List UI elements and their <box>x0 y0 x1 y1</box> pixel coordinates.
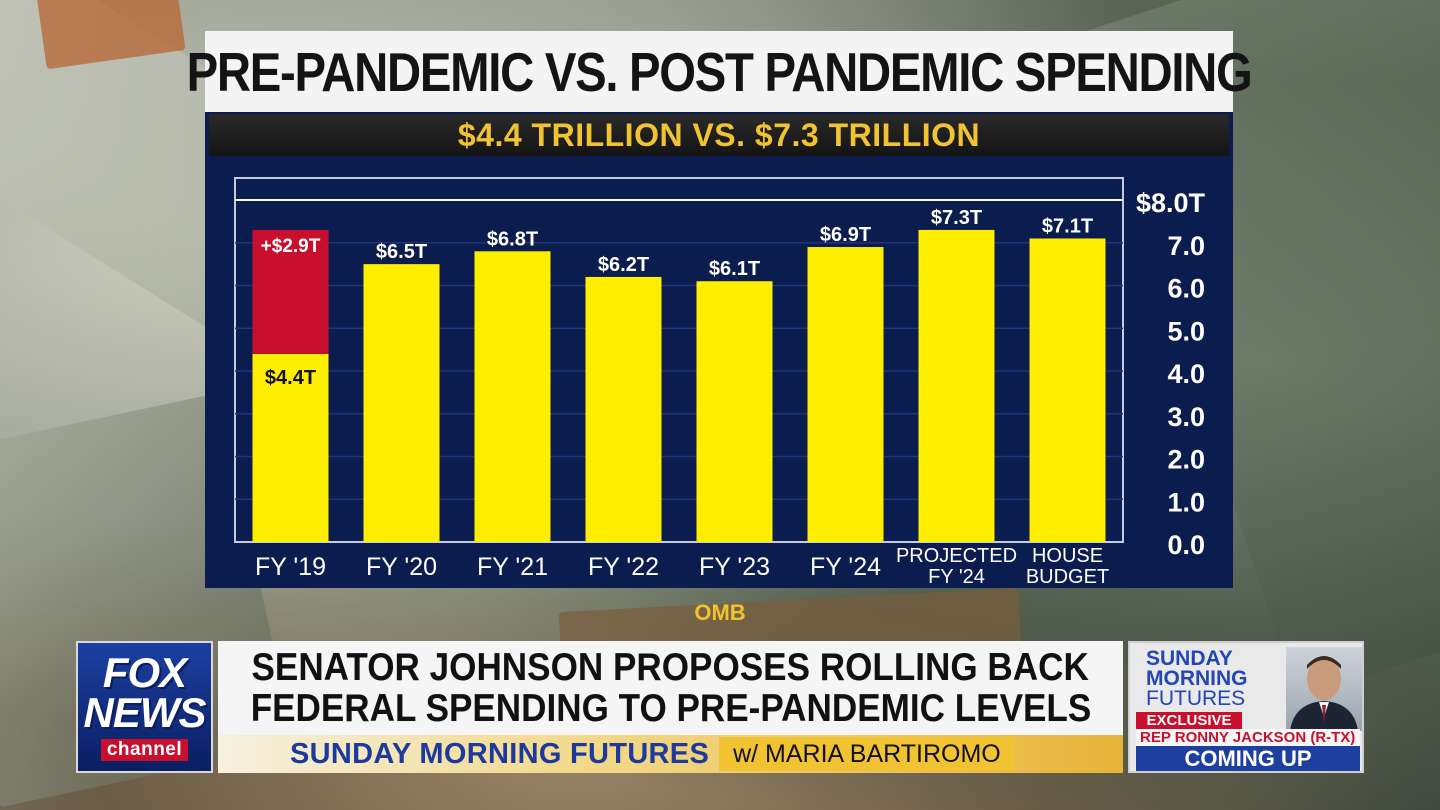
logo-line-fox: FOX <box>102 649 187 696</box>
host-name: w/ MARIA BARTIROMO <box>719 737 1015 771</box>
coming-up-label: COMING UP <box>1136 746 1360 771</box>
headline-box: SENATOR JOHNSON PROPOSES ROLLING BACK FE… <box>218 641 1123 735</box>
bar-value-label: $6.9T <box>820 224 871 246</box>
bar <box>696 281 773 542</box>
y-tick-label: 5.0 <box>1167 316 1205 346</box>
bar-increase-segment <box>252 229 329 354</box>
bar <box>585 276 662 542</box>
bar-value-label: $7.1T <box>1042 215 1093 237</box>
logo-line-news: NEWS <box>83 689 207 736</box>
graphic-title-strip: PRE-PANDEMIC VS. POST PANDEMIC SPENDING <box>187 31 1253 112</box>
bar <box>363 264 440 542</box>
bar-value-label: $6.1T <box>709 258 760 280</box>
promo-show-line-1: SUNDAY <box>1146 647 1233 670</box>
graphic-title: PRE-PANDEMIC VS. POST PANDEMIC SPENDING <box>186 40 1253 103</box>
fox-news-logo: FOX NEWS channel <box>76 641 213 773</box>
exclusive-badge: EXCLUSIVE <box>1136 712 1242 729</box>
x-tick-label: FY '23 <box>699 553 770 581</box>
y-tick-label: 0.0 <box>1167 530 1205 560</box>
bar <box>807 247 884 542</box>
x-tick-label: FY '24 <box>810 553 881 581</box>
guest-silhouette-icon <box>1290 656 1358 731</box>
headline-line-2: FEDERAL SPENDING TO PRE-PANDEMIC LEVELS <box>250 687 1091 730</box>
show-bar: SUNDAY MORNING FUTURES w/ MARIA BARTIROM… <box>218 735 1123 773</box>
source-label: OMB <box>694 600 746 625</box>
chart-panel: $4.4 TRILLION VS. $7.3 TRILLION 0.0 1.0 2.… <box>205 112 1233 588</box>
x-tick-label: FY '24 <box>928 566 985 588</box>
bar-value-label: $4.4T <box>265 367 316 389</box>
promo-show-line-3: FUTURES <box>1146 687 1246 710</box>
y-tick-label: $8.0T <box>1136 188 1206 218</box>
x-tick-label: FY '19 <box>255 553 326 581</box>
plot-frame <box>234 177 1124 543</box>
promo-show-name: SUNDAY MORNING FUTURES <box>1146 647 1248 710</box>
show-name: SUNDAY MORNING FUTURES <box>290 737 710 770</box>
x-tick-label: PROJECTED <box>896 545 1017 567</box>
bar-value-label: $7.3T <box>931 207 982 229</box>
guest-portrait <box>1286 647 1362 731</box>
x-tick-label: FY '22 <box>588 553 659 581</box>
bar-value-label: $6.2T <box>598 254 649 276</box>
y-tick-label: 7.0 <box>1167 231 1205 261</box>
y-tick-label: 2.0 <box>1167 445 1205 475</box>
bar <box>1029 238 1106 542</box>
headline-line-1: SENATOR JOHNSON PROPOSES ROLLING BACK <box>251 646 1090 689</box>
guest-name: REP RONNY JACKSON (R-TX) <box>1136 729 1360 746</box>
x-tick-label: BUDGET <box>1026 566 1109 588</box>
y-tick-label: 1.0 <box>1167 487 1205 517</box>
graphic-subtitle: $4.4 TRILLION VS. $7.3 TRILLION <box>457 116 981 153</box>
logo-line-channel: channel <box>100 739 189 761</box>
promo-show-line-2: MORNING <box>1146 667 1248 690</box>
bar <box>252 353 329 542</box>
bar <box>918 229 995 543</box>
y-tick-label: 6.0 <box>1167 274 1205 304</box>
bar-chart: 0.0 1.0 2.0 3.0 4.0 5.0 6.0 7.0 $8.0T +$2.9T $4.4T… <box>234 177 1206 588</box>
x-tick-label: HOUSE <box>1032 545 1103 567</box>
bar-value-label: $6.5T <box>376 241 427 263</box>
increase-label: +$2.9T <box>261 236 321 257</box>
y-tick-label: 3.0 <box>1167 402 1205 432</box>
bar-value-label: $6.8T <box>487 228 538 250</box>
x-tick-label: FY '21 <box>477 553 548 581</box>
y-tick-label: 4.0 <box>1167 359 1205 389</box>
coming-up-promo: SUNDAY MORNING FUTURES EXCLUSIVE REP RON… <box>1128 641 1364 773</box>
bar <box>474 251 551 543</box>
subtitle-bar: $4.4 TRILLION VS. $7.3 TRILLION <box>209 114 1229 156</box>
x-tick-label: FY '20 <box>366 553 437 581</box>
